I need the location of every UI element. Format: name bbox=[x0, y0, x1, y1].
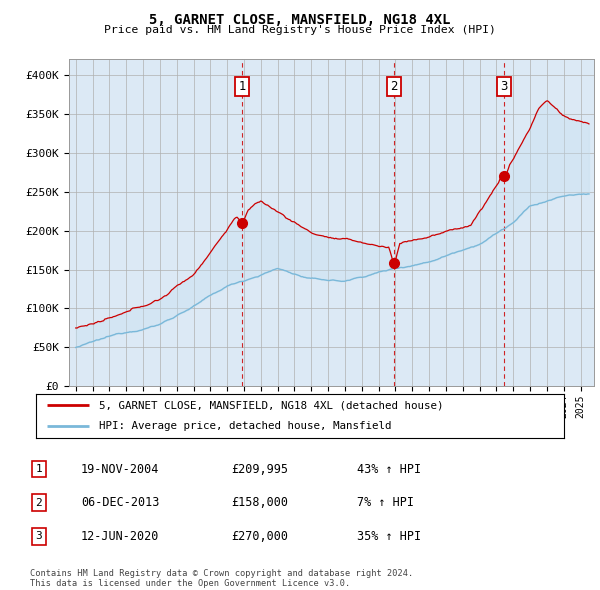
Text: 5, GARNET CLOSE, MANSFIELD, NG18 4XL: 5, GARNET CLOSE, MANSFIELD, NG18 4XL bbox=[149, 13, 451, 27]
Text: £270,000: £270,000 bbox=[231, 530, 288, 543]
Text: £209,995: £209,995 bbox=[231, 463, 288, 476]
Text: 5, GARNET CLOSE, MANSFIELD, NG18 4XL (detached house): 5, GARNET CLOSE, MANSFIELD, NG18 4XL (de… bbox=[100, 401, 444, 411]
Text: 35% ↑ HPI: 35% ↑ HPI bbox=[357, 530, 421, 543]
Text: 3: 3 bbox=[35, 532, 43, 541]
Text: Contains HM Land Registry data © Crown copyright and database right 2024.
This d: Contains HM Land Registry data © Crown c… bbox=[30, 569, 413, 588]
Text: Price paid vs. HM Land Registry's House Price Index (HPI): Price paid vs. HM Land Registry's House … bbox=[104, 25, 496, 35]
Text: 06-DEC-2013: 06-DEC-2013 bbox=[81, 496, 160, 509]
Text: £158,000: £158,000 bbox=[231, 496, 288, 509]
Text: 1: 1 bbox=[238, 80, 246, 93]
Text: 7% ↑ HPI: 7% ↑ HPI bbox=[357, 496, 414, 509]
Text: 12-JUN-2020: 12-JUN-2020 bbox=[81, 530, 160, 543]
Text: 19-NOV-2004: 19-NOV-2004 bbox=[81, 463, 160, 476]
Text: HPI: Average price, detached house, Mansfield: HPI: Average price, detached house, Mans… bbox=[100, 421, 392, 431]
Text: 43% ↑ HPI: 43% ↑ HPI bbox=[357, 463, 421, 476]
Text: 2: 2 bbox=[391, 80, 398, 93]
Text: 2: 2 bbox=[35, 498, 43, 507]
Text: 1: 1 bbox=[35, 464, 43, 474]
Text: 3: 3 bbox=[500, 80, 508, 93]
